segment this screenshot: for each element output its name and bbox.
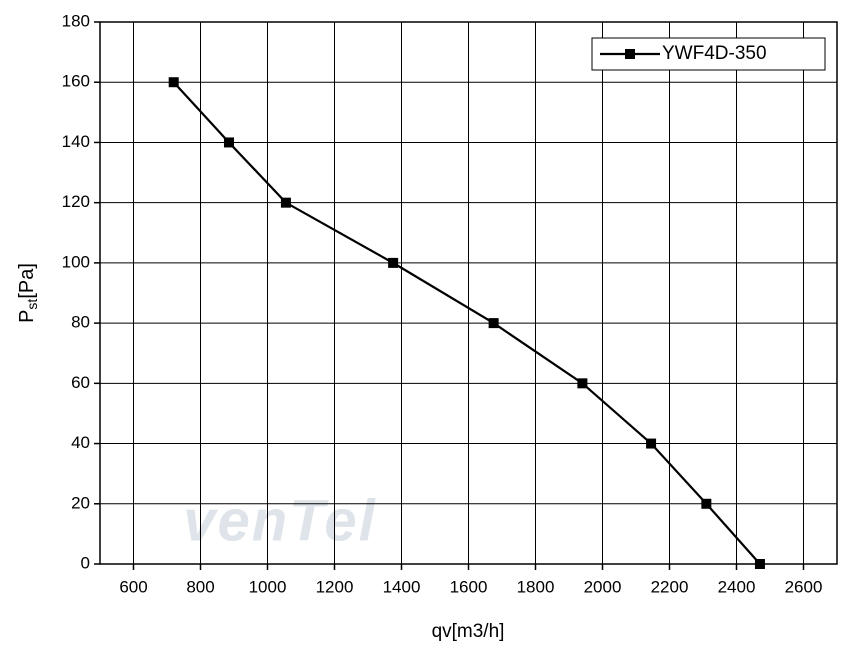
data-point xyxy=(754,559,765,569)
y-tick-label: 180 xyxy=(62,11,90,30)
data-point xyxy=(388,257,399,268)
y-label-main: P xyxy=(16,310,38,323)
data-point xyxy=(223,137,234,148)
y-tick-label: 100 xyxy=(62,252,90,271)
data-point xyxy=(701,498,712,509)
watermark: venTel xyxy=(183,488,377,553)
x-axis-label: qv[m3/h] xyxy=(432,621,505,642)
x-tick-label: 2000 xyxy=(584,577,622,596)
x-tick-label: 2200 xyxy=(651,577,689,596)
y-tick-label: 40 xyxy=(71,433,90,452)
y-tick-label: 140 xyxy=(62,132,90,151)
x-tick-label: 600 xyxy=(119,577,147,596)
legend-label: YWF4D-350 xyxy=(662,43,767,64)
y-tick-label: 160 xyxy=(62,72,90,91)
y-tick-label: 60 xyxy=(71,373,90,392)
x-tick-label: 2400 xyxy=(718,577,756,596)
y-tick-label: 120 xyxy=(62,192,90,211)
x-tick-label: 1600 xyxy=(450,577,488,596)
x-tick-label: 1200 xyxy=(316,577,354,596)
x-tick-label: 2600 xyxy=(785,577,823,596)
plot-frame xyxy=(99,21,838,565)
data-point xyxy=(577,378,588,389)
x-tick-label: 1800 xyxy=(517,577,555,596)
x-tick-label: 1400 xyxy=(383,577,421,596)
y-label-sub: st xyxy=(24,299,40,310)
x-tick-label: 800 xyxy=(186,577,214,596)
x-tick-label: 1000 xyxy=(249,577,287,596)
y-axis-label: Pst[Pa] xyxy=(16,263,39,323)
data-point xyxy=(280,197,291,208)
data-point xyxy=(488,318,499,329)
data-point xyxy=(168,77,179,88)
legend-marker xyxy=(625,49,635,59)
y-tick-label: 80 xyxy=(71,313,90,332)
y-tick-label: 0 xyxy=(81,553,90,572)
y-tick-label: 20 xyxy=(71,493,90,512)
data-point xyxy=(646,438,657,449)
y-label-unit: [Pa] xyxy=(16,263,38,299)
